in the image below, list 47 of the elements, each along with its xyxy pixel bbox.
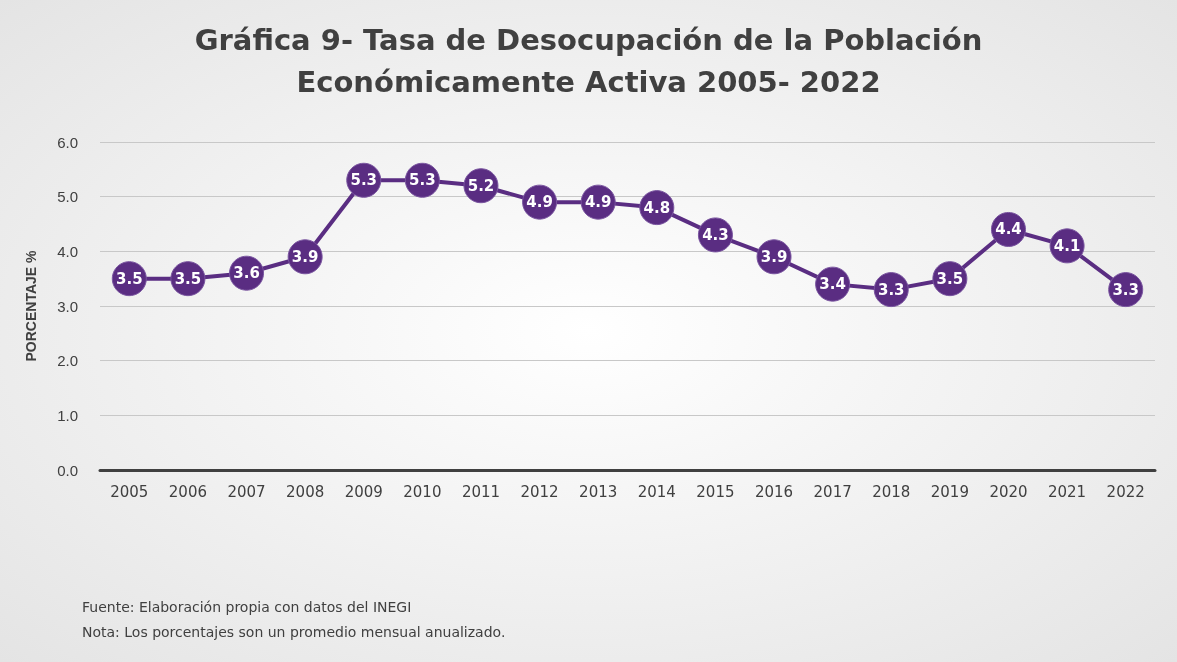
data-label: 3.3 xyxy=(1112,280,1139,299)
x-tick-label: 2020 xyxy=(989,482,1028,501)
data-label: 3.5 xyxy=(174,269,202,288)
x-tick-label: 2016 xyxy=(754,482,794,501)
x-tick-label: 2013 xyxy=(579,482,618,501)
x-tick-label: 2019 xyxy=(930,482,969,501)
x-tick-label: 2021 xyxy=(1047,482,1087,501)
y-axis-title: PORCENTAJE % xyxy=(23,249,39,362)
data-label: 3.4 xyxy=(819,275,846,294)
data-label: 5.3 xyxy=(350,171,378,190)
text: Nota: Los porcentajes son un promedio mensual anualizado. xyxy=(82,624,506,640)
chart-title: Gráfica 9- Tasa de Desocupación de la Población Económicamente Activa 2005- 2022 xyxy=(194,23,983,99)
data-label: 3.5 xyxy=(116,269,143,288)
x-tick-label: 2012 xyxy=(520,482,559,501)
data-label: 4.1 xyxy=(1053,236,1081,255)
x-tick-label: 2006 xyxy=(168,482,208,501)
y-tick-label: 0.0 xyxy=(57,461,78,479)
data-label: 3.5 xyxy=(936,269,964,288)
x-tick-label: 2015 xyxy=(696,482,735,501)
data-label: 4.8 xyxy=(643,198,671,217)
data-label: 4.9 xyxy=(526,193,553,212)
y-tick-label: 3.0 xyxy=(57,297,78,315)
x-tick-label: 2010 xyxy=(403,482,442,501)
y-tick-label: 5.0 xyxy=(57,188,78,206)
x-tick-label: 2018 xyxy=(872,482,911,501)
data-label: 5.3 xyxy=(409,171,436,190)
x-tick-label: 2011 xyxy=(461,482,501,501)
y-tick-label: 1.0 xyxy=(57,406,78,424)
y-tick-label: 2.0 xyxy=(57,352,78,370)
data-label: 5.2 xyxy=(467,176,495,195)
data-label: 3.9 xyxy=(291,247,319,266)
x-tick-label: 2017 xyxy=(813,482,852,501)
y-tick-label: 6.0 xyxy=(57,133,78,151)
x-tick-label: 2008 xyxy=(286,482,325,501)
data-label: 3.3 xyxy=(877,280,905,299)
x-tick-label: 2022 xyxy=(1106,482,1145,501)
data-label: 4.4 xyxy=(995,220,1022,239)
y-tick-label: 4.0 xyxy=(57,242,78,260)
x-tick-label: 2007 xyxy=(227,482,266,501)
x-tick-label: 2014 xyxy=(637,482,676,501)
data-label: 3.9 xyxy=(760,247,788,266)
x-tick-label: 2009 xyxy=(344,482,383,501)
x-tick-label: 2005 xyxy=(110,482,149,501)
source-note: Fuente: Elaboración propia con datos del INEGI xyxy=(82,599,412,615)
data-label: 4.3 xyxy=(702,225,729,244)
data-label: 4.9 xyxy=(584,193,612,212)
data-label: 3.6 xyxy=(233,264,260,283)
